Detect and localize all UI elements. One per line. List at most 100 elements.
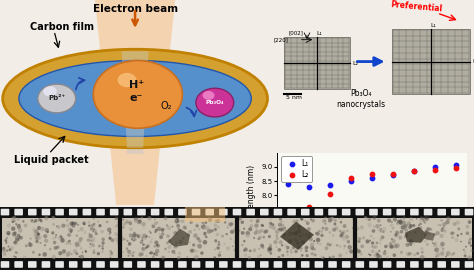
Circle shape — [339, 234, 343, 237]
Circle shape — [18, 224, 20, 226]
Circle shape — [409, 217, 413, 221]
Circle shape — [190, 249, 194, 253]
Circle shape — [384, 245, 388, 248]
Circle shape — [150, 232, 152, 234]
Circle shape — [80, 255, 84, 259]
X-axis label: Time (s): Time (s) — [356, 240, 388, 249]
FancyBboxPatch shape — [14, 261, 23, 268]
Circle shape — [310, 242, 314, 247]
Circle shape — [11, 217, 15, 221]
Circle shape — [426, 244, 428, 246]
Circle shape — [407, 221, 411, 225]
Circle shape — [164, 217, 167, 220]
Circle shape — [128, 222, 132, 225]
Circle shape — [275, 230, 278, 233]
Circle shape — [408, 226, 412, 229]
Circle shape — [234, 249, 237, 252]
Bar — [239, 218, 354, 258]
Circle shape — [196, 88, 234, 117]
Circle shape — [66, 219, 69, 222]
Circle shape — [18, 236, 21, 239]
Circle shape — [34, 219, 37, 222]
Circle shape — [342, 237, 346, 241]
Circle shape — [270, 244, 272, 247]
Circle shape — [90, 239, 92, 241]
Circle shape — [456, 234, 459, 237]
Circle shape — [453, 222, 456, 226]
Circle shape — [440, 242, 445, 246]
FancyBboxPatch shape — [28, 209, 36, 215]
Circle shape — [25, 244, 28, 247]
Circle shape — [360, 244, 364, 248]
Circle shape — [273, 228, 276, 231]
Circle shape — [328, 219, 332, 223]
Circle shape — [394, 233, 398, 237]
Circle shape — [93, 249, 95, 251]
Polygon shape — [121, 51, 148, 148]
FancyBboxPatch shape — [424, 209, 432, 215]
Circle shape — [269, 222, 272, 225]
Circle shape — [330, 217, 334, 221]
Circle shape — [360, 225, 364, 230]
Circle shape — [297, 242, 299, 244]
FancyBboxPatch shape — [124, 209, 132, 215]
Circle shape — [111, 252, 113, 254]
Circle shape — [191, 249, 195, 253]
Text: O₂: O₂ — [160, 101, 172, 111]
Circle shape — [247, 256, 251, 259]
Circle shape — [424, 230, 429, 234]
Circle shape — [244, 254, 247, 257]
Circle shape — [216, 219, 220, 223]
Circle shape — [51, 231, 55, 234]
Circle shape — [133, 232, 136, 235]
Circle shape — [336, 245, 337, 246]
Circle shape — [460, 241, 462, 242]
Circle shape — [329, 244, 332, 247]
Circle shape — [272, 225, 276, 230]
Circle shape — [58, 237, 61, 240]
Circle shape — [12, 220, 15, 223]
Circle shape — [101, 251, 103, 253]
Circle shape — [132, 251, 135, 254]
Circle shape — [85, 250, 87, 252]
Circle shape — [301, 240, 305, 244]
Circle shape — [213, 223, 217, 227]
Circle shape — [420, 239, 422, 241]
Circle shape — [79, 256, 80, 257]
Circle shape — [281, 224, 284, 227]
Circle shape — [424, 216, 427, 219]
Circle shape — [114, 232, 118, 236]
Circle shape — [451, 236, 454, 239]
Circle shape — [426, 243, 429, 246]
Circle shape — [83, 223, 85, 225]
Circle shape — [224, 217, 227, 219]
FancyBboxPatch shape — [424, 261, 432, 268]
Circle shape — [307, 235, 312, 239]
Circle shape — [91, 224, 94, 227]
Circle shape — [9, 248, 11, 251]
Circle shape — [278, 256, 281, 259]
Circle shape — [71, 253, 73, 255]
Circle shape — [152, 255, 155, 258]
Circle shape — [67, 233, 70, 237]
Text: Pb₃O₄: Pb₃O₄ — [206, 100, 224, 105]
Circle shape — [309, 237, 313, 241]
FancyBboxPatch shape — [178, 261, 187, 268]
Text: L₂: L₂ — [353, 61, 359, 66]
Circle shape — [442, 248, 444, 250]
FancyBboxPatch shape — [178, 209, 187, 215]
Circle shape — [196, 225, 198, 227]
Circle shape — [70, 230, 73, 233]
Circle shape — [287, 254, 289, 256]
Circle shape — [65, 241, 70, 245]
Circle shape — [373, 225, 376, 228]
Circle shape — [334, 219, 337, 222]
Circle shape — [395, 235, 398, 238]
Circle shape — [32, 251, 35, 254]
Circle shape — [109, 231, 111, 234]
Circle shape — [371, 241, 374, 245]
Circle shape — [310, 218, 312, 220]
Circle shape — [379, 238, 382, 241]
Circle shape — [228, 223, 232, 227]
FancyBboxPatch shape — [410, 209, 419, 215]
